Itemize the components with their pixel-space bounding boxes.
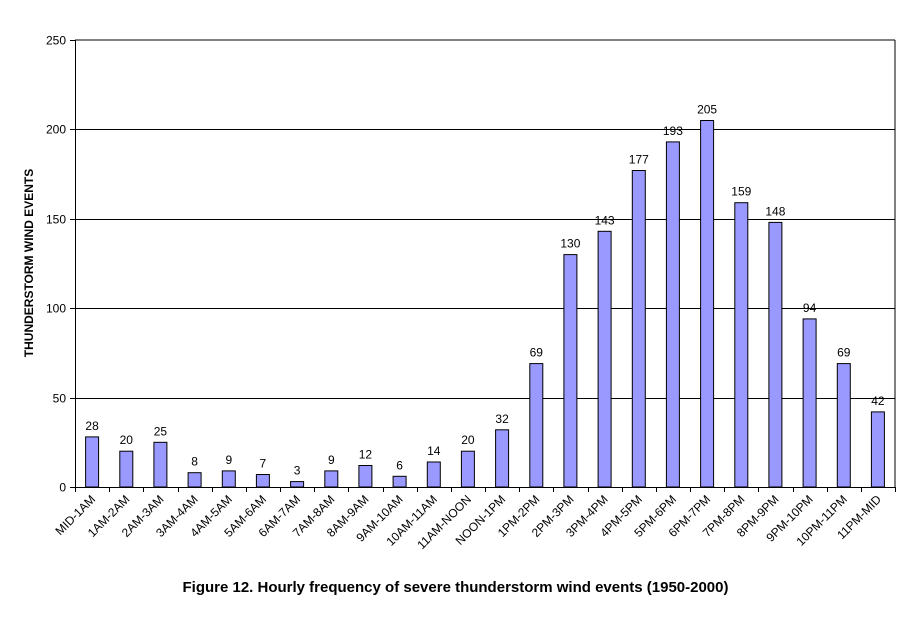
bar-11pm-mid [870, 411, 885, 488]
bar-9pm-10pm [802, 318, 817, 488]
data-label: 12 [359, 448, 373, 462]
data-labels: 28 20 25 8 9 7 3 9 12 6 14 20 32 69 130 143 177 193 205 159… [85, 103, 884, 478]
y-tick-label: 200 [46, 123, 66, 137]
bar-5pm-6pm [665, 141, 680, 488]
data-label: 177 [629, 153, 649, 167]
data-label: 193 [663, 124, 683, 138]
data-label: 143 [595, 213, 615, 227]
data-label: 42 [871, 394, 885, 408]
bar-6pm-7pm [700, 120, 715, 488]
y-axis-title: THUNDERSTORM WIND EVENTS [22, 169, 36, 357]
data-label: 94 [803, 301, 817, 315]
bar-7pm-8pm [734, 202, 749, 488]
y-tick-label: 100 [46, 302, 66, 316]
bar-8pm-9pm [768, 221, 783, 488]
data-label: 9 [225, 453, 232, 467]
data-label: 20 [120, 433, 134, 447]
bar-1pm-2pm [529, 363, 544, 488]
bar-9am-10am [392, 475, 407, 488]
data-label: 159 [731, 185, 751, 199]
data-label: 8 [191, 455, 198, 469]
y-tick-label: 250 [46, 34, 66, 48]
x-axis: MID-1AM1AM-2AM2AM-3AM3AM-4AM4AM-5AM5AM-6… [52, 487, 896, 552]
data-label: 28 [85, 419, 99, 433]
y-tick-label: 150 [46, 213, 66, 227]
data-label: 14 [427, 444, 441, 458]
bar-8am-9am [358, 465, 373, 488]
bar-5am-6am [255, 474, 270, 488]
data-label: 6 [396, 458, 403, 472]
bar-1am-2am [119, 450, 134, 488]
bar-10pm-11pm [836, 363, 851, 488]
data-label: 9 [328, 453, 335, 467]
y-axis: 0 50 100 150 200 250 [46, 34, 76, 495]
bar-noon-1pm [495, 429, 510, 488]
data-label: 69 [530, 346, 544, 360]
bar-4am-5am [221, 470, 236, 488]
data-label: 148 [765, 204, 785, 218]
bar-3pm-4pm [597, 230, 612, 488]
bar-4pm-5pm [631, 170, 646, 488]
bars-group [85, 120, 885, 488]
data-label: 69 [837, 346, 851, 360]
data-label: 130 [560, 237, 580, 251]
chart-title: Figure 12. Hourly frequency of severe th… [182, 579, 729, 596]
data-label: 205 [697, 103, 717, 117]
data-label: 7 [260, 457, 267, 471]
bar-3am-4am [187, 472, 202, 488]
bar-11am-noon [460, 450, 475, 488]
data-label: 32 [495, 412, 509, 426]
y-tick-label: 50 [53, 392, 67, 406]
bar-mid-1am [85, 436, 100, 488]
gridlines [75, 39, 896, 487]
bar-2pm-3pm [563, 254, 578, 488]
bar-2am-3am [153, 441, 168, 488]
data-label: 25 [154, 424, 168, 438]
data-label: 3 [294, 464, 301, 478]
bar-7am-8am [324, 470, 339, 488]
bar-10am-11am [426, 461, 441, 488]
y-tick-label: 0 [59, 481, 66, 495]
bar-6am-7am [290, 481, 305, 488]
data-label: 20 [461, 433, 475, 447]
